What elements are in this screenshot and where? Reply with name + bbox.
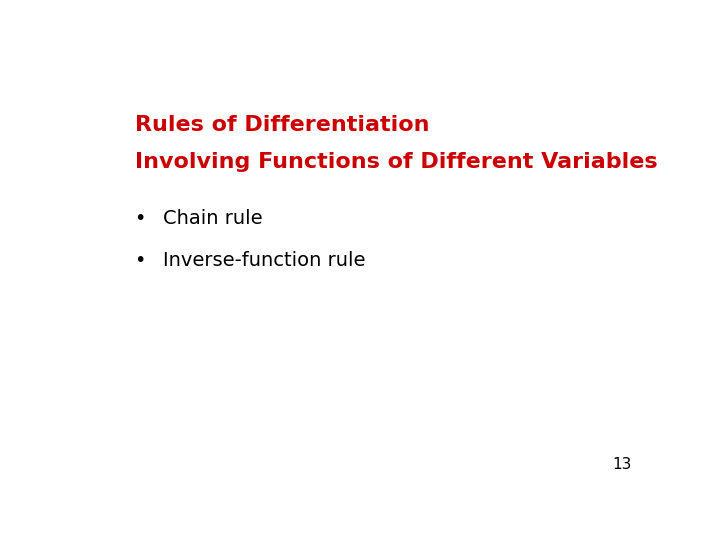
Text: Chain rule: Chain rule (163, 209, 262, 228)
Text: Rules of Differentiation: Rules of Differentiation (135, 114, 429, 134)
Text: •: • (135, 209, 146, 228)
Text: Involving Functions of Different Variables: Involving Functions of Different Variabl… (135, 152, 657, 172)
Text: 13: 13 (612, 457, 631, 472)
Text: Inverse-function rule: Inverse-function rule (163, 251, 365, 269)
Text: •: • (135, 251, 146, 269)
